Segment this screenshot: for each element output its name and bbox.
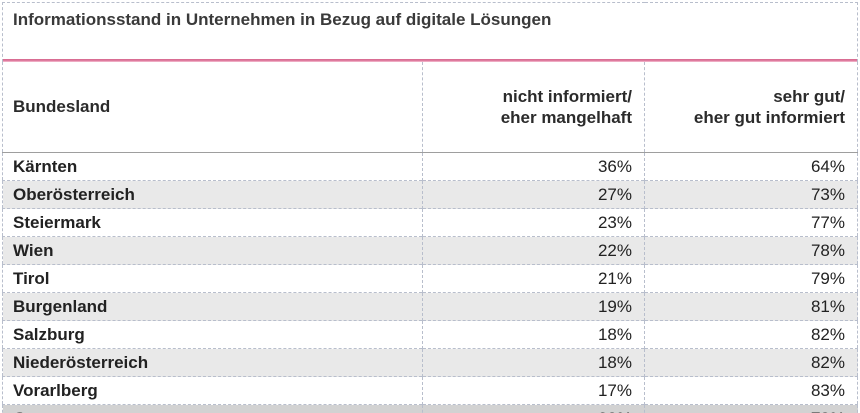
table-row: Kärnten 36% 64% bbox=[2, 152, 858, 181]
negative-value-cell: 19% bbox=[422, 292, 645, 321]
table-row: Wien 22% 78% bbox=[2, 236, 858, 265]
positive-value-cell: 79% bbox=[644, 264, 858, 293]
positive-value-cell-total: 78% bbox=[644, 404, 858, 413]
table-row: Tirol 21% 79% bbox=[2, 264, 858, 293]
column-header-negative-line2: eher mangelhaft bbox=[500, 108, 632, 127]
table-row: Steiermark 23% 77% bbox=[2, 208, 858, 237]
page-title: Informationsstand in Unternehmen in Bezu… bbox=[2, 3, 858, 63]
bundesland-cell: Wien bbox=[2, 236, 423, 265]
column-header-positive-line2: eher gut informiert bbox=[693, 108, 845, 127]
negative-value-cell: 21% bbox=[422, 264, 645, 293]
table-row: Burgenland 19% 81% bbox=[2, 292, 858, 321]
positive-value-cell: 77% bbox=[644, 208, 858, 237]
positive-value-cell: 83% bbox=[644, 376, 858, 405]
negative-value-cell: 36% bbox=[422, 152, 645, 181]
bundesland-cell: Burgenland bbox=[2, 292, 423, 321]
bundesland-cell: Steiermark bbox=[2, 208, 423, 237]
column-header-positive: sehr gut/ eher gut informiert bbox=[644, 62, 858, 153]
column-header-bundesland: Bundesland bbox=[2, 62, 423, 153]
table-row: Salzburg 18% 82% bbox=[2, 320, 858, 349]
column-header-negative-line1: nicht informiert/ bbox=[502, 87, 632, 106]
bundesland-cell-total: Gesamt bbox=[2, 404, 423, 413]
negative-value-cell-total: 22% bbox=[422, 404, 645, 413]
positive-value-cell: 81% bbox=[644, 292, 858, 321]
negative-value-cell: 18% bbox=[422, 320, 645, 349]
negative-value-cell: 17% bbox=[422, 376, 645, 405]
positive-value-cell: 73% bbox=[644, 180, 858, 209]
negative-value-cell: 18% bbox=[422, 348, 645, 377]
column-header-positive-line1: sehr gut/ bbox=[773, 87, 845, 106]
positive-value-cell: 78% bbox=[644, 236, 858, 265]
table-row: Vorarlberg 17% 83% bbox=[2, 376, 858, 405]
bundesland-cell: Vorarlberg bbox=[2, 376, 423, 405]
negative-value-cell: 27% bbox=[422, 180, 645, 209]
table-row: Niederösterreich 18% 82% bbox=[2, 348, 858, 377]
column-header-negative: nicht informiert/ eher mangelhaft bbox=[422, 62, 645, 153]
positive-value-cell: 64% bbox=[644, 152, 858, 181]
title-row: Informationsstand in Unternehmen in Bezu… bbox=[2, 3, 858, 63]
negative-value-cell: 23% bbox=[422, 208, 645, 237]
bundesland-cell: Tirol bbox=[2, 264, 423, 293]
table-row-total: Gesamt 22% 78% bbox=[2, 404, 858, 413]
bundesland-cell: Kärnten bbox=[2, 152, 423, 181]
column-header-row: Bundesland nicht informiert/ eher mangel… bbox=[2, 62, 858, 153]
table-row: Oberösterreich 27% 73% bbox=[2, 180, 858, 209]
positive-value-cell: 82% bbox=[644, 348, 858, 377]
negative-value-cell: 22% bbox=[422, 236, 645, 265]
bundesland-cell: Salzburg bbox=[2, 320, 423, 349]
bundesland-cell: Oberösterreich bbox=[2, 180, 423, 209]
bundesland-cell: Niederösterreich bbox=[2, 348, 423, 377]
positive-value-cell: 82% bbox=[644, 320, 858, 349]
